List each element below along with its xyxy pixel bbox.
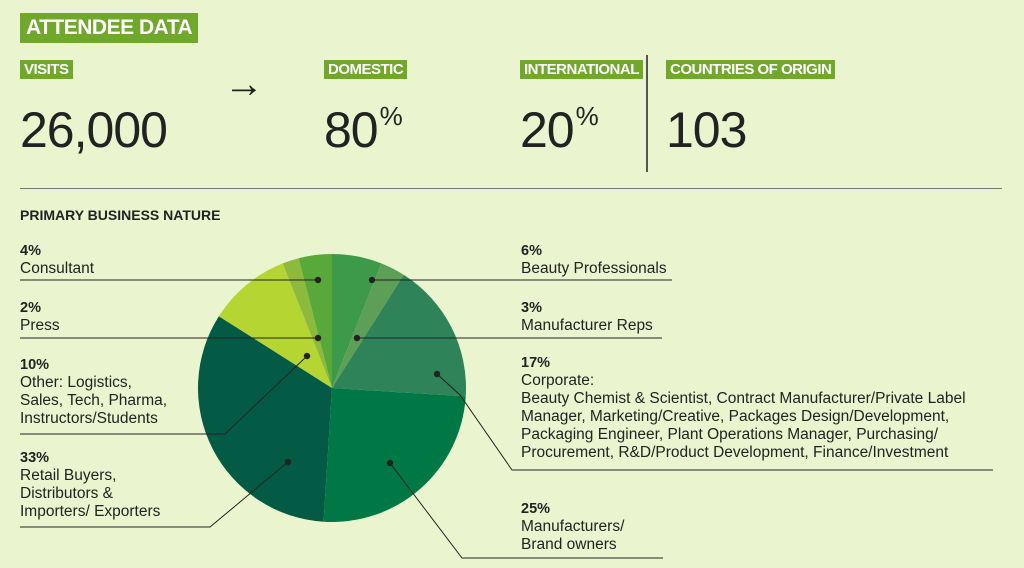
desc-other-1: Other: Logistics, bbox=[20, 374, 132, 391]
international-number: 20 bbox=[520, 102, 575, 158]
pct-retail: 33% bbox=[20, 450, 50, 466]
pct-press: 2% bbox=[20, 300, 41, 316]
leader-line-corporate bbox=[436, 373, 993, 471]
name-beauty: Beauty Professionals bbox=[521, 260, 667, 277]
leader-line-other bbox=[20, 355, 308, 435]
leader-dot-other bbox=[303, 352, 311, 360]
pie-slice-reps bbox=[332, 263, 404, 388]
label-consultant: 4% Consultant bbox=[20, 242, 94, 278]
pct-manufacturers: 25% bbox=[521, 501, 551, 517]
pie-slice-consultant bbox=[298, 254, 332, 388]
desc-corporate-4: Packaging Engineer, Plant Operations Man… bbox=[521, 426, 939, 443]
leader-dot-corporate bbox=[433, 370, 441, 378]
pct-corporate: 17% bbox=[521, 355, 551, 371]
desc-retail-2: Distributors & bbox=[20, 485, 114, 502]
desc-corporate-1: Corporate: bbox=[521, 372, 595, 389]
desc-corporate-2: Beauty Chemist & Scientist, Contract Man… bbox=[521, 390, 966, 407]
label-reps: 3% Manufacturer Reps bbox=[521, 299, 653, 335]
label-beauty: 6% Beauty Professionals bbox=[521, 242, 667, 278]
leader-dot-manufacturers bbox=[386, 459, 394, 467]
countries-label: COUNTRIES OF ORIGIN bbox=[666, 60, 836, 79]
stats-divider bbox=[646, 55, 648, 172]
domestic-unit: % bbox=[379, 101, 403, 131]
leader-dot-retail bbox=[284, 458, 292, 466]
domestic-value: 80% bbox=[324, 102, 403, 158]
pct-consultant: 4% bbox=[20, 243, 41, 259]
desc-retail-3: Importers/ Exporters bbox=[20, 503, 161, 520]
leader-dot-beauty bbox=[368, 276, 376, 284]
desc-manufacturers-1: Manufacturers/ bbox=[521, 518, 625, 535]
visits-label: VISITS bbox=[20, 60, 73, 79]
visits-value: 26,000 bbox=[20, 102, 168, 158]
desc-corporate-5: Procurement, R&D/Product Development, Fi… bbox=[521, 444, 949, 461]
domestic-number: 80 bbox=[324, 102, 379, 158]
pie-slice-other bbox=[218, 263, 332, 388]
leader-dot-reps bbox=[353, 334, 361, 342]
pie-slice-retail bbox=[197, 316, 332, 522]
leader-dot-press bbox=[314, 334, 322, 342]
leader-line-manufacturers bbox=[389, 462, 663, 559]
label-manufacturers: 25% Manufacturers/ Brand owners bbox=[521, 500, 624, 554]
pct-other: 10% bbox=[20, 357, 50, 373]
name-reps: Manufacturer Reps bbox=[521, 317, 653, 334]
pie-slice-beauty bbox=[332, 254, 382, 388]
international-label: INTERNATIONAL bbox=[520, 60, 643, 79]
leader-line-retail bbox=[20, 461, 289, 528]
pie-slice-manufacturers bbox=[323, 388, 466, 522]
pie-slice-press bbox=[282, 258, 332, 388]
label-retail: 33% Retail Buyers, Distributors & Import… bbox=[20, 449, 160, 521]
leader-dot-consultant bbox=[314, 276, 322, 284]
desc-other-2: Sales, Tech, Pharma, bbox=[20, 392, 168, 409]
pct-reps: 3% bbox=[521, 300, 542, 316]
domestic-label: DOMESTIC bbox=[324, 60, 408, 79]
section-title: PRIMARY BUSINESS NATURE bbox=[20, 207, 221, 223]
arrow-right-icon: → bbox=[224, 62, 264, 106]
desc-other-3: Instructors/Students bbox=[20, 410, 158, 427]
label-press: 2% Press bbox=[20, 299, 60, 335]
name-consultant: Consultant bbox=[20, 260, 95, 277]
desc-manufacturers-2: Brand owners bbox=[521, 536, 617, 553]
desc-retail-1: Retail Buyers, bbox=[20, 467, 117, 484]
page-title: ATTENDEE DATA bbox=[20, 13, 199, 43]
label-corporate: 17% Corporate: Beauty Chemist & Scientis… bbox=[521, 354, 966, 462]
pie-slice-corporate bbox=[332, 274, 467, 397]
international-value: 20% bbox=[520, 102, 599, 158]
section-divider bbox=[20, 188, 1002, 189]
pct-beauty: 6% bbox=[521, 243, 542, 259]
name-press: Press bbox=[20, 317, 60, 334]
countries-value: 103 bbox=[666, 102, 747, 158]
desc-corporate-3: Manager, Marketing/Creative, Packages De… bbox=[521, 408, 950, 425]
international-unit: % bbox=[575, 101, 599, 131]
label-other: 10% Other: Logistics, Sales, Tech, Pharm… bbox=[20, 356, 167, 428]
